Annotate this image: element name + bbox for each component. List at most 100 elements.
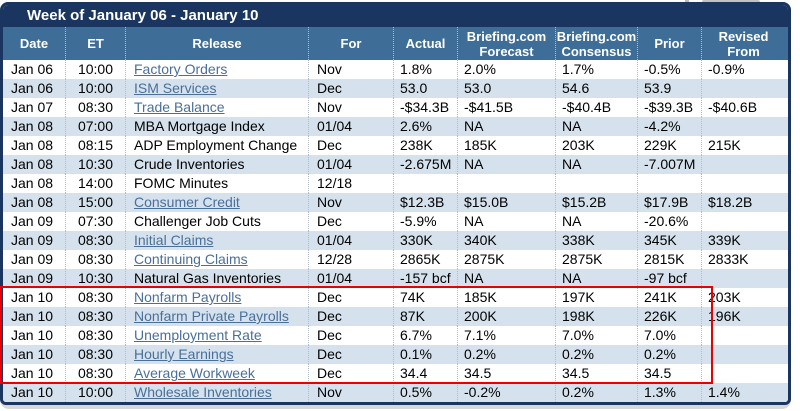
- cell-et: 08:30: [65, 364, 125, 383]
- cell-consensus: $15.2B: [555, 193, 637, 212]
- cell-date: Jan 10: [11, 289, 54, 305]
- cell-consensus: NA: [555, 117, 637, 136]
- cell-prior: 0.2%: [637, 345, 701, 364]
- cell-actual: 238K: [393, 136, 457, 155]
- cell-for: Dec: [308, 345, 393, 364]
- cell-release: Trade Balance: [125, 98, 308, 117]
- cell-et: 10:30: [65, 269, 125, 288]
- cell-revised_from: 2833K: [701, 250, 785, 269]
- cell-prior: 226K: [637, 307, 701, 326]
- cell-release: Continuing Claims: [125, 250, 308, 269]
- cell-forecast: 53.0: [457, 79, 555, 98]
- cell-consensus: NA: [555, 269, 637, 288]
- cell-consensus: 1.7%: [555, 60, 637, 79]
- release-link[interactable]: Average Workweek: [134, 365, 255, 381]
- cell-date: Jan 07: [11, 99, 54, 115]
- cell-forecast: 2875K: [457, 250, 555, 269]
- cell-release: ISM Services: [125, 79, 308, 98]
- cell-actual: 6.7%: [393, 326, 457, 345]
- release-link[interactable]: Hourly Earnings: [134, 346, 234, 362]
- release-link[interactable]: Nonfarm Private Payrolls: [134, 308, 289, 324]
- cell-consensus: 203K: [555, 136, 637, 155]
- cell-et: 08:30: [65, 98, 125, 117]
- table-row: Jan 08 07:00 MBA Mortgage Index 01/04 2.6% NA…: [3, 117, 788, 136]
- cell-forecast: NA: [457, 212, 555, 231]
- cell-consensus: 2875K: [555, 250, 637, 269]
- cell-actual: $12.3B: [393, 193, 457, 212]
- cell-consensus: [555, 174, 637, 193]
- table-row: Jan 06 10:00 Factory Orders Nov 1.8% 2.0% 1.7%…: [3, 60, 788, 79]
- cell-prior: 345K: [637, 231, 701, 250]
- table-body: Jan 06 10:00 Factory Orders Nov 1.8% 2.0% 1.7%…: [3, 60, 788, 402]
- cell-et: 08:15: [65, 136, 125, 155]
- cell-release: ADP Employment Change: [125, 136, 308, 155]
- cell-prior: 229K: [637, 136, 701, 155]
- cell-prior: 53.9: [637, 79, 701, 98]
- table-row: Jan 08 14:00 FOMC Minutes 12/18: [3, 174, 788, 193]
- cell-release: Challenger Job Cuts: [125, 212, 308, 231]
- cell-date: Jan 06: [11, 61, 54, 77]
- cell-revised_from: [701, 364, 785, 383]
- release-link[interactable]: Unemployment Rate: [134, 327, 262, 343]
- column-header-revised_from: Revised From: [701, 27, 785, 60]
- cell-et: 07:00: [65, 117, 125, 136]
- table-row: Jan 09 08:30 Initial Claims 01/04 330K 340K 33…: [3, 231, 788, 250]
- table-row: Jan 08 15:00 Consumer Credit Nov $12.3B $15.0…: [3, 193, 788, 212]
- release-link[interactable]: Factory Orders: [134, 61, 228, 77]
- release-link[interactable]: Consumer Credit: [134, 194, 240, 210]
- release-link[interactable]: Continuing Claims: [134, 251, 248, 267]
- cell-release: Nonfarm Private Payrolls: [125, 307, 308, 326]
- cell-release: Consumer Credit: [125, 193, 308, 212]
- cell-release: Nonfarm Payrolls: [125, 288, 308, 307]
- cell-revised_from: 196K: [701, 307, 785, 326]
- economic-calendar-table: Week of January 06 - January 10 Date ET Re…: [0, 2, 791, 405]
- week-title-bar: Week of January 06 - January 10: [3, 5, 788, 27]
- cell-et: 08:30: [65, 231, 125, 250]
- cell-release: FOMC Minutes: [125, 174, 308, 193]
- cell-prior: -20.6%: [637, 212, 701, 231]
- release-text: Challenger Job Cuts: [134, 213, 261, 229]
- column-header-forecast: Briefing.com Forecast: [457, 27, 555, 60]
- cell-et: 10:00: [65, 383, 125, 402]
- cell-actual: 74K: [393, 288, 457, 307]
- cell-et: 08:30: [65, 326, 125, 345]
- table-row: Jan 08 10:30 Crude Inventories 01/04 -2.675M…: [3, 155, 788, 174]
- cell-date: Jan 09: [11, 251, 54, 267]
- cell-revised_from: [701, 326, 785, 345]
- release-link[interactable]: ISM Services: [134, 80, 217, 96]
- cell-for: Nov: [308, 98, 393, 117]
- cell-actual: 53.0: [393, 79, 457, 98]
- cell-consensus: 7.0%: [555, 326, 637, 345]
- cell-revised_from: [701, 174, 785, 193]
- release-link[interactable]: Wholesale Inventories: [134, 384, 272, 400]
- column-header-actual: Actual: [393, 27, 457, 60]
- cell-date: Jan 08: [11, 118, 54, 134]
- release-text: FOMC Minutes: [134, 175, 229, 191]
- release-link[interactable]: Trade Balance: [134, 99, 225, 115]
- cell-et: 07:30: [65, 212, 125, 231]
- cell-date: Jan 08: [11, 137, 54, 153]
- cell-for: 12/28: [308, 250, 393, 269]
- cell-et: 08:30: [65, 345, 125, 364]
- release-link[interactable]: Nonfarm Payrolls: [134, 289, 242, 305]
- cell-prior: -4.2%: [637, 117, 701, 136]
- cell-date: Jan 08: [11, 194, 54, 210]
- table-row: Jan 10 08:30 Average Workweek Dec 34.4 34.5 34…: [3, 364, 788, 383]
- release-link[interactable]: Initial Claims: [134, 232, 214, 248]
- table-row: Jan 07 08:30 Trade Balance Nov -$34.3B -$41.5…: [3, 98, 788, 117]
- cell-et: 10:30: [65, 155, 125, 174]
- cell-prior: -97 bcf: [637, 269, 701, 288]
- cell-for: Dec: [308, 212, 393, 231]
- column-header-for: For: [308, 27, 393, 60]
- cell-forecast: [457, 174, 555, 193]
- cell-date: Jan 10: [11, 384, 54, 400]
- cropped-element-dot: [685, 0, 689, 2]
- release-text: Natural Gas Inventories: [134, 270, 282, 286]
- cell-date: Jan 10: [11, 327, 54, 343]
- cell-consensus: 54.6: [555, 79, 637, 98]
- column-header-prior: Prior: [637, 27, 701, 60]
- cell-date: Jan 09: [11, 270, 54, 286]
- cell-release: Initial Claims: [125, 231, 308, 250]
- cell-et: 08:30: [65, 288, 125, 307]
- table-row: Jan 09 10:30 Natural Gas Inventories 01/04-…: [3, 269, 788, 288]
